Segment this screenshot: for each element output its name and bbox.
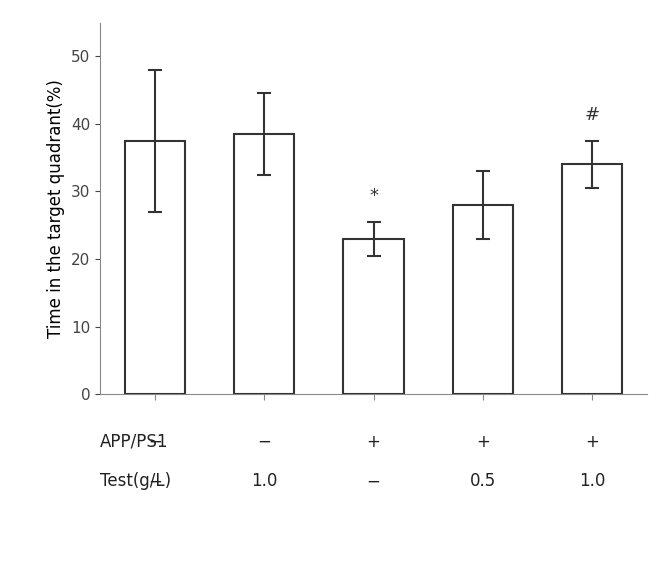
Bar bbox=[562, 164, 622, 394]
Text: +: + bbox=[367, 433, 380, 451]
Text: −: − bbox=[148, 472, 162, 490]
Text: +: + bbox=[585, 433, 599, 451]
Bar bbox=[234, 134, 294, 394]
Text: *: * bbox=[369, 187, 378, 205]
Text: 1.0: 1.0 bbox=[579, 472, 605, 490]
Text: #: # bbox=[584, 106, 600, 124]
Text: APP/PS1: APP/PS1 bbox=[100, 433, 169, 451]
Bar bbox=[344, 239, 404, 394]
Y-axis label: Time in the target quadrant(%): Time in the target quadrant(%) bbox=[47, 79, 65, 338]
Text: −: − bbox=[257, 433, 271, 451]
Bar bbox=[453, 205, 513, 394]
Text: −: − bbox=[148, 433, 162, 451]
Text: 1.0: 1.0 bbox=[251, 472, 277, 490]
Text: 0.5: 0.5 bbox=[470, 472, 496, 490]
Bar bbox=[125, 141, 185, 394]
Text: −: − bbox=[367, 472, 380, 490]
Text: +: + bbox=[476, 433, 490, 451]
Text: Test(g/L): Test(g/L) bbox=[100, 472, 171, 490]
